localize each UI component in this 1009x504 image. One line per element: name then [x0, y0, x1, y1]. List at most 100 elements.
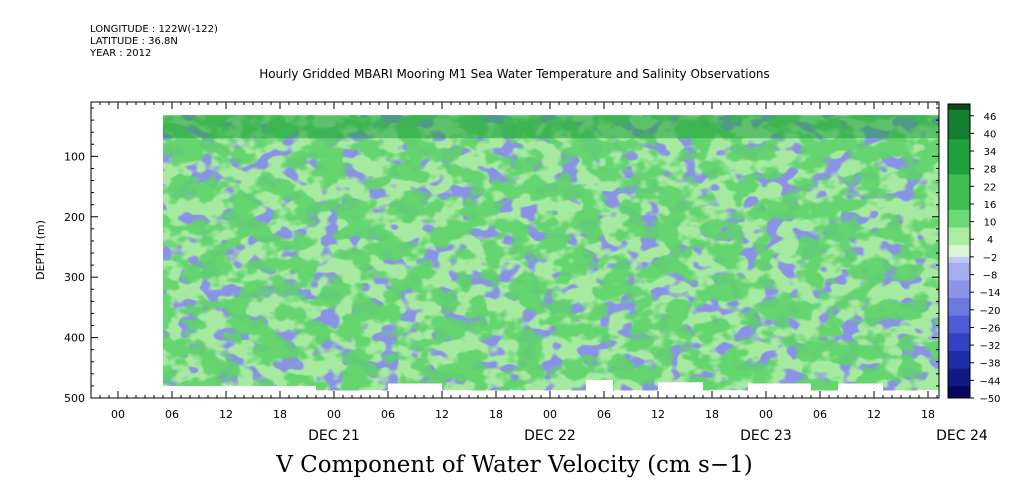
colorbar-label: −2: [983, 253, 998, 264]
colorbar-segment: [948, 227, 970, 234]
y-tick-label: 400: [64, 332, 85, 345]
colorbar-label: 16: [984, 200, 997, 211]
colorbar-segment: [948, 315, 970, 323]
y-tick-label: 100: [64, 150, 85, 163]
colorbar-label: −8: [983, 271, 998, 282]
colorbar-segment: [948, 356, 970, 364]
colorbar-segment: [948, 145, 970, 152]
x-tick-label: 18: [921, 408, 935, 421]
x-tick-label: 12: [435, 408, 449, 421]
colorbar-label: 10: [984, 218, 997, 229]
y-tick-label: 200: [64, 211, 85, 224]
colorbar-segment: [948, 350, 970, 358]
colorbar-label: −38: [979, 359, 1000, 370]
colorbar-segment: [948, 215, 970, 223]
colorbar-segment: [948, 309, 970, 317]
heatmap-field: [163, 115, 939, 393]
positive-blotches: [163, 115, 939, 391]
colorbar-segment: [948, 198, 970, 205]
colorbar-segment: [948, 386, 970, 393]
colorbar-segment: [948, 392, 970, 399]
axes: 100 200 300 400 500 00 06 12 18 00 06 12 18 00 06 12 18 0…: [64, 101, 988, 444]
colorbar-label: 34: [984, 147, 997, 158]
colorbar-segment: [948, 274, 970, 281]
colorbar-segment: [948, 174, 970, 181]
colorbar-segment: [948, 380, 970, 387]
x-tick-label: 06: [813, 408, 827, 421]
colorbar-segment: [948, 162, 970, 170]
colorbar-segment: [948, 374, 970, 381]
latitude-label: LATITUDE : 36.8N: [90, 36, 178, 47]
colorbar-segment: [948, 268, 970, 276]
colorbar-segment: [948, 286, 970, 293]
surface-band: [163, 115, 939, 139]
colorbar-label: −32: [979, 341, 1000, 352]
colorbar-segment: [948, 192, 970, 199]
x-tick-label: 06: [597, 408, 611, 421]
colorbar-segment: [948, 180, 970, 187]
colorbar-segment: [948, 168, 970, 176]
data-gap: [586, 379, 613, 393]
colorbar-segment: [948, 339, 970, 346]
colorbar-segment: [948, 251, 970, 258]
colorbar-label: −26: [979, 323, 1000, 334]
colorbar-segment: [948, 133, 970, 140]
x-tick-label: 12: [867, 408, 881, 421]
longitude-label: LONGITUDE : 122W(-122): [90, 24, 218, 35]
colorbar-segment: [948, 109, 970, 117]
x-day-label: DEC 24: [936, 428, 988, 444]
data-gap: [163, 385, 316, 393]
colorbar-frame: [947, 103, 971, 399]
colorbar-label: 22: [984, 182, 997, 193]
colorbar-segment: [948, 115, 970, 123]
colorbar-segment: [948, 256, 970, 264]
x-tick-label: 00: [111, 408, 125, 421]
colorbar-segment: [948, 368, 970, 375]
colorbar-label: 4: [987, 235, 993, 246]
colorbar-segment: [948, 139, 970, 146]
colorbar: 46 40 34 28 22 16 10 4 −2 −8 −14 −20 −26 −32 −38 −44 −50: [947, 103, 1001, 405]
variable-title: V Component of Water Velocity (cm s−1): [276, 452, 753, 478]
chart-title: Hourly Gridded MBARI Mooring M1 Sea Wate…: [259, 67, 770, 81]
x-tick-label: 00: [327, 408, 341, 421]
colorbar-label: 28: [984, 165, 997, 176]
colorbar-segment: [948, 121, 970, 129]
data-gap: [388, 383, 442, 393]
colorbar-label: 40: [984, 129, 997, 140]
colorbar-segment: [948, 203, 970, 211]
year-label: YEAR : 2012: [90, 48, 152, 59]
colorbar-segment: [948, 327, 970, 334]
colorbar-segment: [948, 209, 970, 217]
colorbar-segment: [948, 239, 970, 246]
data-gap: [838, 383, 883, 393]
y-tick-label: 300: [64, 271, 85, 284]
x-tick-label: 06: [165, 408, 179, 421]
colorbar-segment: [948, 262, 970, 270]
colorbar-segment: [948, 233, 970, 240]
colorbar-label: 46: [984, 112, 997, 123]
y-tick-label: 500: [64, 392, 85, 405]
plot-frame: [90, 101, 940, 399]
x-tick-label: 18: [705, 408, 719, 421]
colorbar-segment: [948, 151, 970, 158]
colorbar-segment: [948, 292, 970, 299]
colorbar-segment: [948, 280, 970, 287]
x-day-label: DEC 22: [524, 428, 576, 444]
x-tick-label: 00: [759, 408, 773, 421]
x-tick-label: 06: [381, 408, 395, 421]
colorbar-segment: [948, 321, 970, 328]
x-tick-label: 12: [219, 408, 233, 421]
colorbar-segment: [948, 156, 970, 164]
colorbar-segment: [948, 298, 970, 305]
colorbar-label: −20: [979, 306, 1000, 317]
colorbar-segment: [948, 333, 970, 340]
colorbar-segment: [948, 186, 970, 193]
x-day-label: DEC 21: [308, 428, 360, 444]
colorbar-label: −50: [979, 394, 1000, 405]
colorbar-segment: [948, 303, 970, 311]
colorbar-segment: [948, 362, 970, 370]
x-tick-label: 18: [273, 408, 287, 421]
data-gap: [748, 383, 811, 393]
x-tick-label: 18: [489, 408, 503, 421]
